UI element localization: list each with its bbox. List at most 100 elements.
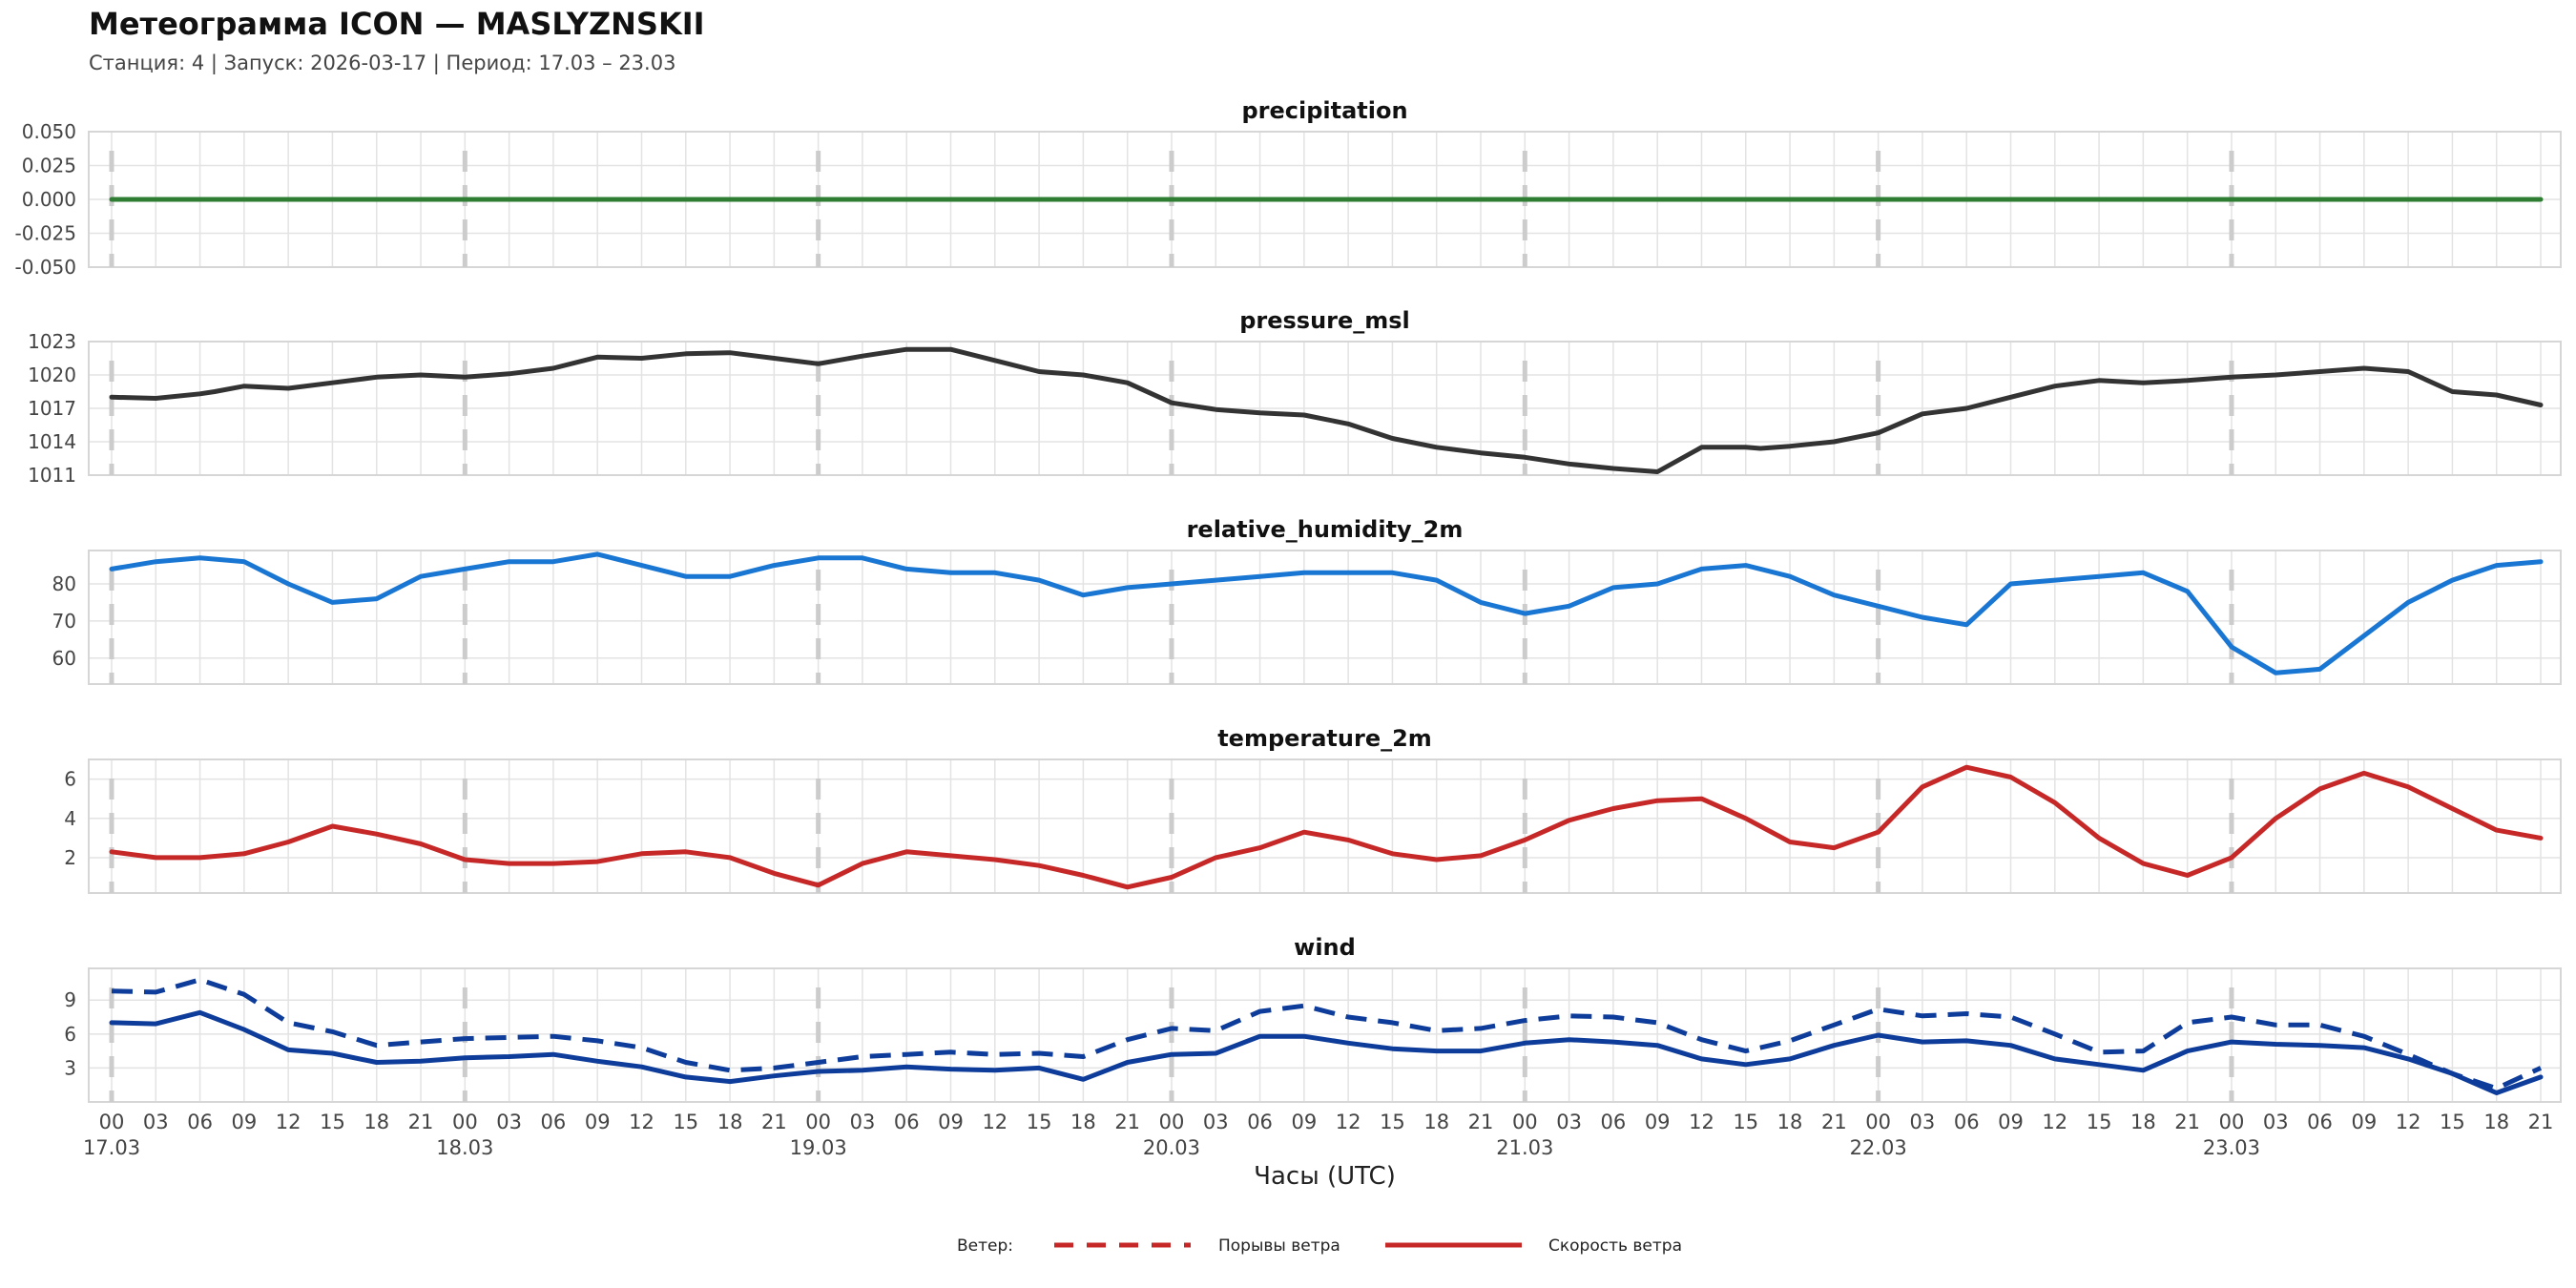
x-tick-hour-label: 00 xyxy=(99,1111,125,1133)
x-tick-hour-label: 06 xyxy=(894,1111,920,1133)
panel-frame xyxy=(88,758,2562,894)
y-tick-label: 0.000 xyxy=(22,188,76,211)
x-tick-hour-label: 18 xyxy=(2130,1111,2156,1133)
page-subtitle: Станция: 4 | Запуск: 2026-03-17 | Период… xyxy=(89,52,676,74)
panel-frame xyxy=(88,967,2562,1103)
series-line-temperature xyxy=(109,764,2544,890)
x-tick-hour-label: 15 xyxy=(673,1111,698,1133)
y-tick-label: 1017 xyxy=(28,397,76,420)
y-tick-label: 0.050 xyxy=(22,120,76,143)
x-tick-hour-label: 03 xyxy=(143,1111,169,1133)
y-tick-label: 6 xyxy=(64,768,76,791)
legend-title: Ветер: xyxy=(957,1236,1013,1256)
y-tick-label: 1020 xyxy=(28,364,76,386)
x-tick-hour-label: 06 xyxy=(2307,1111,2333,1133)
x-tick-hour-label: 03 xyxy=(1203,1111,1229,1133)
y-tick-label: 1011 xyxy=(28,464,76,487)
y-tick-label: 60 xyxy=(52,647,76,670)
panel-title-temperature_2m: temperature_2m xyxy=(1217,725,1432,752)
x-tick-hour-label: 00 xyxy=(452,1111,478,1133)
x-tick-hour-label: 09 xyxy=(1645,1111,1671,1133)
x-axis-label: Часы (UTC) xyxy=(1254,1162,1396,1191)
x-tick-hour-label: 21 xyxy=(2528,1111,2554,1133)
y-tick-label: -0.050 xyxy=(15,256,76,279)
x-tick-hour-label: 09 xyxy=(585,1111,611,1133)
x-tick-hour-label: 18 xyxy=(717,1111,743,1133)
legend-entry-label: Скорость ветра xyxy=(1548,1236,1682,1256)
x-tick-hour-label: 15 xyxy=(1027,1111,1052,1133)
x-tick-date-label: 23.03 xyxy=(2203,1136,2260,1159)
y-tick-label: 1023 xyxy=(28,330,76,353)
x-tick-hour-label: 03 xyxy=(2263,1111,2289,1133)
x-tick-hour-label: 09 xyxy=(2351,1111,2377,1133)
x-tick-hour-label: 03 xyxy=(496,1111,522,1133)
panel-title-relative_humidity_2m: relative_humidity_2m xyxy=(1187,516,1464,543)
x-tick-hour-label: 12 xyxy=(982,1111,1008,1133)
x-tick-hour-label: 12 xyxy=(1689,1111,1714,1133)
x-tick-hour-label: 21 xyxy=(1468,1111,1494,1133)
x-tick-hour-label: 06 xyxy=(1601,1111,1627,1133)
x-tick-hour-label: 06 xyxy=(187,1111,213,1133)
x-tick-hour-label: 21 xyxy=(1821,1111,1847,1133)
x-tick-date-label: 17.03 xyxy=(83,1136,140,1159)
y-tick-label: 9 xyxy=(64,988,76,1011)
x-tick-hour-label: 12 xyxy=(629,1111,654,1133)
x-tick-hour-label: 21 xyxy=(408,1111,434,1133)
x-tick-hour-label: 03 xyxy=(1556,1111,1582,1133)
x-tick-hour-label: 12 xyxy=(276,1111,301,1133)
panel-frame xyxy=(88,341,2562,476)
y-tick-label: 70 xyxy=(52,610,76,633)
y-tick-label: 0.025 xyxy=(22,155,76,177)
panel-title-pressure_msl: pressure_msl xyxy=(1239,307,1410,334)
panel-frame xyxy=(88,131,2562,268)
panel-title-precipitation: precipitation xyxy=(1241,97,1407,124)
x-tick-hour-label: 00 xyxy=(2219,1111,2245,1133)
x-tick-hour-label: 12 xyxy=(2396,1111,2421,1133)
y-tick-label: 6 xyxy=(64,1023,76,1046)
x-tick-hour-label: 00 xyxy=(1159,1111,1185,1133)
x-tick-hour-label: 15 xyxy=(1380,1111,1405,1133)
x-tick-hour-label: 03 xyxy=(1910,1111,1936,1133)
x-tick-hour-label: 21 xyxy=(2174,1111,2200,1133)
x-tick-hour-label: 18 xyxy=(1070,1111,1096,1133)
x-tick-hour-label: 12 xyxy=(1336,1111,1361,1133)
x-tick-date-label: 21.03 xyxy=(1496,1136,1553,1159)
series-line-pressure xyxy=(109,346,2544,474)
x-tick-hour-label: 09 xyxy=(1291,1111,1317,1133)
x-tick-date-label: 20.03 xyxy=(1143,1136,1200,1159)
panel-title-wind: wind xyxy=(1294,934,1356,961)
x-tick-hour-label: 00 xyxy=(805,1111,831,1133)
x-tick-hour-label: 09 xyxy=(232,1111,258,1133)
x-tick-hour-label: 09 xyxy=(1998,1111,2024,1133)
series-line-wind_gust xyxy=(111,977,2543,1091)
x-tick-hour-label: 15 xyxy=(2440,1111,2465,1133)
y-tick-label: 4 xyxy=(64,807,76,830)
y-tick-label: 2 xyxy=(64,846,76,869)
x-tick-hour-label: 09 xyxy=(938,1111,964,1133)
panel-frame xyxy=(88,550,2562,685)
y-tick-label: 1014 xyxy=(28,430,76,453)
x-tick-hour-label: 03 xyxy=(850,1111,876,1133)
y-tick-label: 80 xyxy=(52,572,76,595)
x-tick-hour-label: 21 xyxy=(1114,1111,1140,1133)
x-tick-hour-label: 18 xyxy=(2483,1111,2509,1133)
x-tick-hour-label: 06 xyxy=(1247,1111,1273,1133)
page-title: Метеограмма ICON — MASLYZNSKII xyxy=(89,6,705,42)
series-line-wind_speed xyxy=(109,1009,2544,1095)
x-tick-hour-label: 18 xyxy=(1423,1111,1449,1133)
x-tick-hour-label: 15 xyxy=(2087,1111,2112,1133)
x-tick-hour-label: 12 xyxy=(2042,1111,2067,1133)
y-tick-label: -0.025 xyxy=(15,222,76,245)
x-tick-hour-label: 21 xyxy=(761,1111,787,1133)
x-tick-hour-label: 15 xyxy=(320,1111,345,1133)
y-tick-label: 3 xyxy=(64,1056,76,1079)
legend-entry-label: Порывы ветра xyxy=(1218,1236,1340,1256)
x-tick-hour-label: 00 xyxy=(1865,1111,1891,1133)
x-tick-hour-label: 18 xyxy=(364,1111,389,1133)
x-tick-date-label: 18.03 xyxy=(436,1136,493,1159)
x-tick-hour-label: 15 xyxy=(1733,1111,1758,1133)
x-tick-date-label: 19.03 xyxy=(790,1136,847,1159)
x-tick-hour-label: 06 xyxy=(1954,1111,1980,1133)
x-tick-date-label: 22.03 xyxy=(1850,1136,1907,1159)
